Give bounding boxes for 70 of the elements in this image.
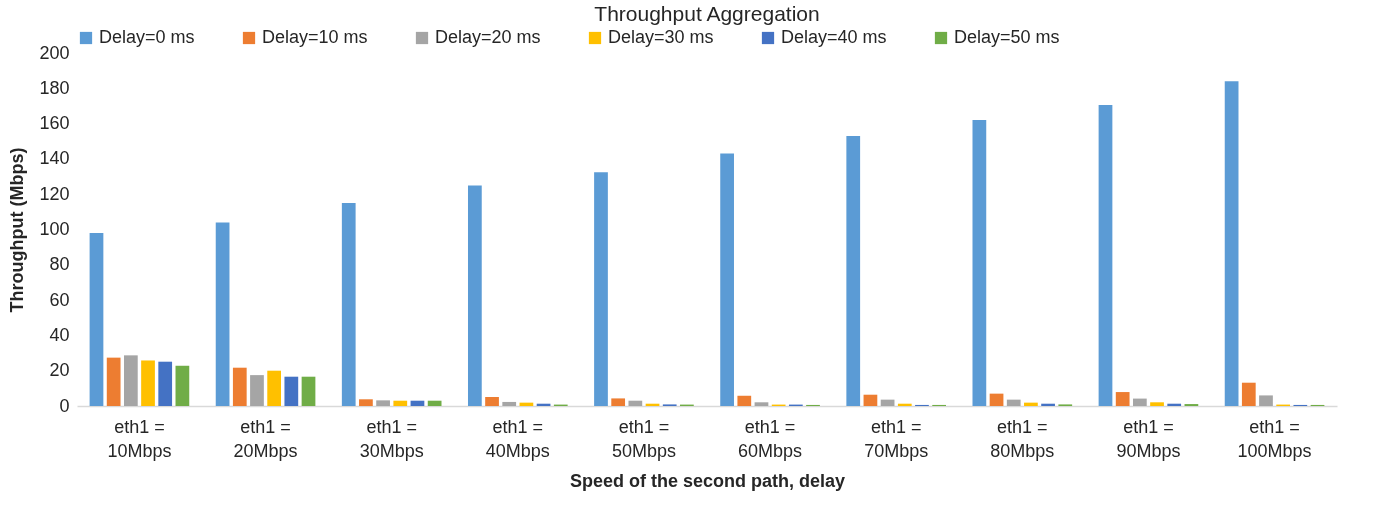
- bar: [628, 400, 643, 406]
- bar: [502, 401, 517, 406]
- bar: [215, 222, 230, 406]
- legend-label: Delay=0 ms: [99, 27, 195, 47]
- legend-label: Delay=50 ms: [954, 27, 1060, 47]
- bar: [846, 135, 861, 406]
- bar: [611, 398, 626, 406]
- legend-label: Delay=30 ms: [608, 27, 714, 47]
- bar: [175, 365, 190, 406]
- bar: [737, 395, 752, 406]
- legend-label: Delay=10 ms: [262, 27, 368, 47]
- y-tick-label: 160: [39, 113, 70, 134]
- bar: [158, 361, 173, 406]
- x-tick-label: eth1 = 60Mbps: [738, 416, 803, 461]
- bar: [880, 399, 895, 406]
- x-tick-label: eth1 = 90Mbps: [1116, 416, 1181, 461]
- bar: [467, 185, 482, 406]
- bar: [1132, 398, 1147, 406]
- legend-label: Delay=20 ms: [435, 27, 541, 47]
- bar: [1098, 105, 1113, 406]
- bar: [250, 375, 264, 406]
- bar: [301, 376, 316, 406]
- bar: [359, 399, 373, 406]
- bar: [989, 393, 1004, 406]
- bar: [376, 400, 390, 406]
- bar: [123, 355, 138, 406]
- bar: [1024, 402, 1038, 406]
- x-tick-label: eth1 = 30Mbps: [359, 416, 424, 461]
- y-axis-title: Throughput (Mbps): [7, 147, 28, 313]
- x-tick-label: eth1 = 50Mbps: [611, 416, 676, 461]
- bar: [106, 357, 121, 406]
- bar: [89, 233, 104, 406]
- y-tick-label: 20: [49, 360, 70, 381]
- x-tick-label: eth1 = 80Mbps: [990, 416, 1055, 461]
- y-tick-label: 180: [39, 77, 70, 98]
- bar: [1115, 392, 1130, 406]
- x-tick-label: eth1 = 20Mbps: [233, 416, 298, 461]
- x-axis-title: Speed of the second path, delay: [569, 470, 846, 491]
- bar: [393, 400, 408, 406]
- y-tick-label: 40: [49, 324, 70, 345]
- bar: [232, 367, 247, 406]
- bar: [1224, 81, 1239, 406]
- bar: [341, 203, 356, 406]
- bar: [284, 376, 299, 406]
- y-tick-label: 0: [59, 395, 70, 416]
- bar: [754, 402, 769, 406]
- x-tick-label: eth1 = 100Mbps: [1237, 416, 1312, 461]
- bar: [1006, 399, 1021, 406]
- bar: [141, 360, 155, 406]
- bar: [485, 397, 499, 406]
- bar: [1259, 395, 1273, 406]
- bar: [1150, 402, 1164, 406]
- bar: [594, 172, 608, 406]
- x-tick-label: eth1 = 10Mbps: [107, 416, 172, 461]
- y-tick-label: 100: [39, 219, 70, 239]
- chart-title: Throughput Aggregation: [594, 2, 820, 25]
- bar: [720, 153, 734, 406]
- bar: [1241, 382, 1256, 406]
- y-tick-label: 60: [49, 289, 70, 310]
- y-tick-label: 120: [39, 183, 70, 204]
- x-tick-label: eth1 = 70Mbps: [864, 416, 929, 461]
- bar: [267, 370, 282, 406]
- y-tick-label: 200: [39, 42, 70, 63]
- bar: [427, 400, 442, 406]
- y-tick-label: 80: [49, 254, 70, 275]
- y-tick-label: 140: [39, 148, 70, 169]
- x-tick-label: eth1 = 40Mbps: [485, 416, 550, 461]
- legend-label: Delay=40 ms: [781, 27, 887, 47]
- bar: [863, 394, 878, 406]
- bar: [972, 120, 987, 406]
